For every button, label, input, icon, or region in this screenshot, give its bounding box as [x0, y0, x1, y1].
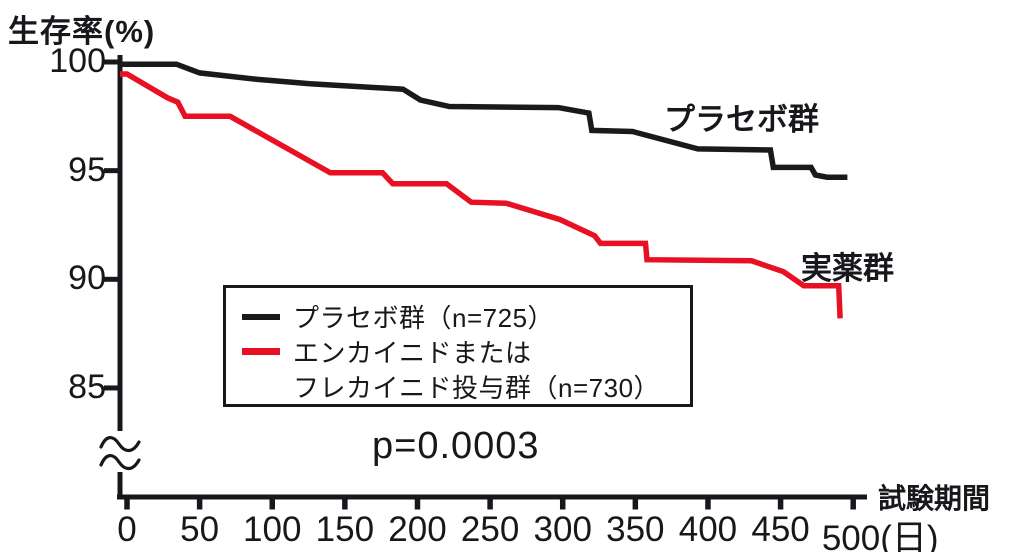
p-value-text: p=0.0003: [372, 425, 540, 467]
y-tick-label: 100: [49, 42, 106, 80]
survival-curves: [120, 61, 848, 319]
x-tick-label: 150: [315, 510, 375, 549]
legend-row-active: エンカイニドまたは: [242, 334, 690, 369]
legend-row-placebo: プラセボ群（n=725）: [242, 299, 690, 334]
x-tick-label: 500(日): [821, 519, 939, 552]
legend-label: エンカイニドまたは: [293, 338, 532, 368]
x-axis-title: 試験期間: [878, 483, 991, 514]
x-tick-label: 350: [606, 510, 665, 549]
curve-label-placebo: プラセボ群: [664, 102, 819, 137]
y-tick-label: 90: [68, 259, 106, 298]
legend-label: プラセボ群（n=725）: [293, 303, 555, 333]
curve-label-active: 実薬群: [801, 251, 894, 286]
x-tick-label: 450: [751, 510, 810, 549]
x-tick-label: 300: [533, 510, 592, 549]
y-axis-break-icon: [98, 431, 142, 472]
x-tick-label: 200: [388, 510, 447, 549]
x-tick-label: 50: [180, 510, 220, 549]
x-tick-label: 400: [678, 510, 738, 549]
y-axis-title: 生存率(%): [8, 14, 156, 49]
legend-box: プラセボ群（n=725） エンカイニドまたは フレカイニド投与群（n=730）: [223, 285, 693, 407]
y-tick-label: 95: [68, 150, 106, 189]
survival-curve-active: [120, 71, 843, 319]
tick-marks: [104, 59, 856, 510]
legend-swatch-placebo-line: [242, 313, 280, 320]
survival-curve-placebo: [120, 61, 848, 180]
legend-swatch-active-line: [242, 348, 280, 355]
legend-row-active-cont: フレカイニド投与群（n=730）: [242, 369, 690, 404]
legend-label: フレカイニド投与群（n=730）: [293, 373, 661, 403]
x-tick-label: 0: [117, 510, 137, 549]
x-tick-label: 250: [460, 510, 520, 549]
x-tick-label: 100: [243, 510, 302, 549]
y-tick-label: 85: [68, 367, 106, 406]
